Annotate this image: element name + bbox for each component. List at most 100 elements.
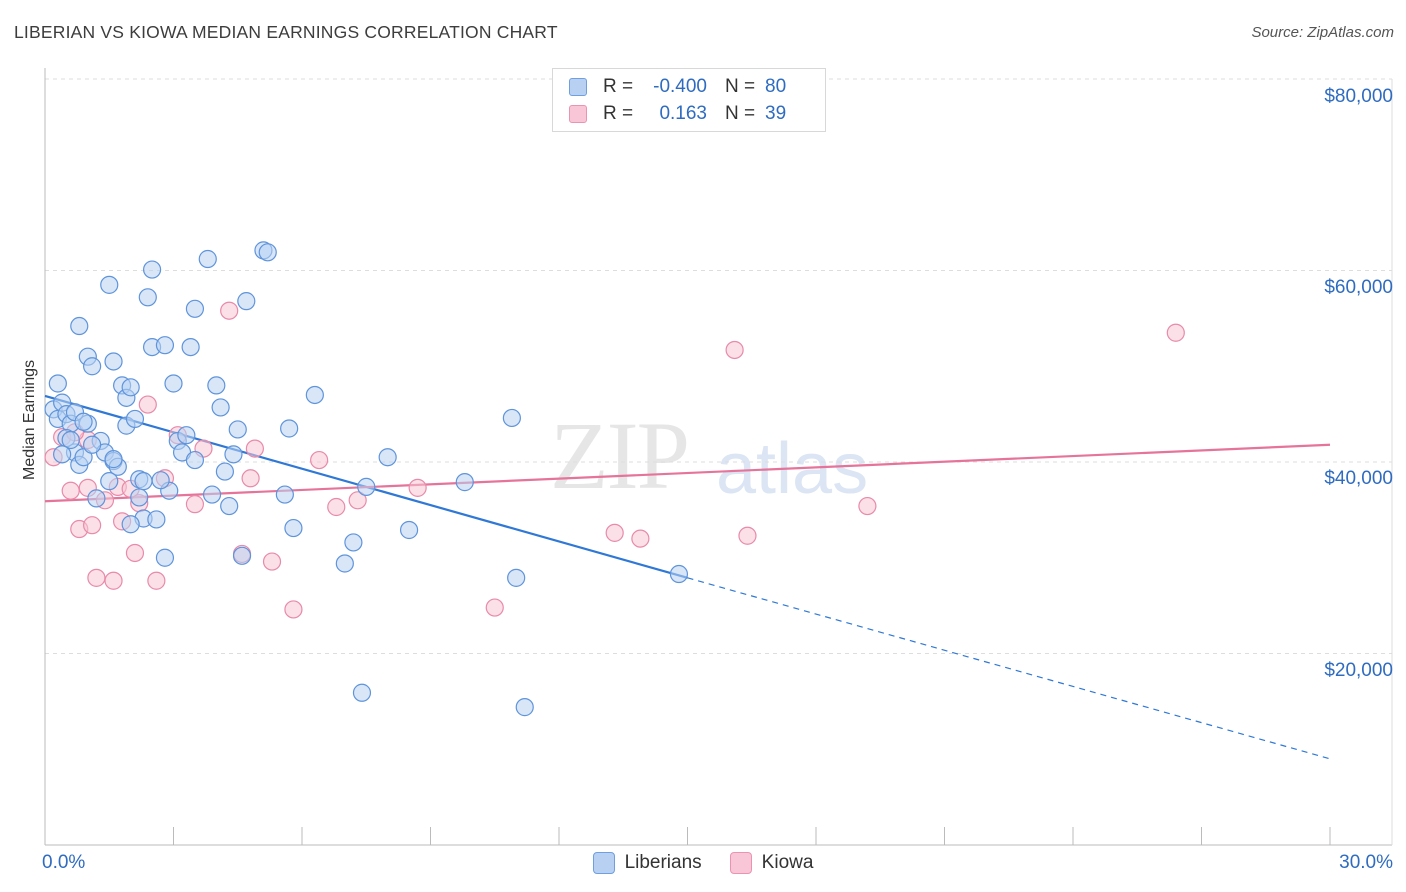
point-liberians — [121, 515, 140, 534]
legend-r-label: R = — [603, 103, 634, 124]
point-liberians — [399, 520, 419, 540]
point-liberians — [232, 546, 252, 565]
source-label: Source: ZipAtlas.com — [1251, 24, 1394, 41]
point-kiowa — [858, 496, 877, 516]
legend-item-liberians[interactable]: Liberians — [592, 852, 702, 874]
point-kiowa — [241, 469, 260, 488]
legend-n-value: 39 — [765, 103, 787, 124]
point-liberians — [177, 426, 196, 445]
point-liberians — [100, 472, 119, 491]
point-kiowa — [284, 600, 303, 619]
point-liberians — [202, 485, 222, 504]
point-kiowa — [185, 495, 205, 514]
trend-line-kiowa — [44, 443, 1331, 503]
point-liberians — [181, 338, 200, 357]
point-kiowa — [725, 340, 744, 360]
watermark-zip: ZIP — [550, 402, 690, 509]
trend-kiowa — [44, 443, 1331, 503]
legend-n-label: N = — [725, 76, 756, 97]
point-kiowa — [310, 450, 329, 470]
y-tick-60000: $60,000 — [1324, 277, 1393, 298]
point-liberians — [83, 435, 102, 454]
point-liberians — [185, 299, 205, 318]
point-kiowa — [61, 481, 80, 500]
point-kiowa — [485, 598, 504, 617]
point-liberians — [121, 378, 140, 397]
point-liberians — [215, 462, 234, 481]
point-liberians — [83, 357, 102, 376]
point-kiowa — [220, 301, 239, 320]
point-liberians — [74, 412, 93, 431]
point-kiowa — [408, 478, 427, 497]
point-liberians — [228, 420, 247, 439]
legend-n-value: 80 — [765, 76, 787, 97]
point-liberians — [378, 448, 397, 467]
point-kiowa — [245, 439, 264, 458]
point-liberians — [305, 385, 324, 405]
point-liberians — [344, 533, 363, 552]
point-liberians — [87, 489, 106, 508]
legend-swatch-liberians — [592, 852, 615, 874]
point-kiowa — [605, 523, 624, 542]
y-tick-80000: $80,000 — [1324, 86, 1393, 107]
point-liberians — [147, 510, 166, 529]
point-liberians — [61, 430, 80, 450]
axes — [44, 68, 1393, 846]
legend-swatch-blue — [569, 78, 587, 96]
point-kiowa — [348, 491, 367, 510]
legend-n-label: N = — [725, 103, 756, 124]
chart-title: LIBERIAN VS KIOWA MEDIAN EARNINGS CORREL… — [14, 22, 558, 42]
point-liberians — [207, 376, 226, 395]
point-liberians — [151, 471, 170, 490]
points-liberians — [44, 241, 689, 717]
y-tick-20000: $20,000 — [1324, 660, 1393, 681]
point-kiowa — [83, 516, 102, 535]
point-liberians — [507, 568, 526, 587]
point-liberians — [70, 316, 89, 336]
point-liberians — [53, 445, 72, 464]
legend-row-liberians: R = -0.400 N = 80 — [569, 75, 786, 99]
point-kiowa — [125, 543, 145, 563]
point-liberians — [138, 288, 157, 307]
point-liberians — [211, 398, 230, 417]
point-liberians — [258, 243, 277, 262]
stats-legend: R = -0.400 N = 80 R = 0.163 N = 39 — [552, 68, 826, 132]
point-kiowa — [738, 526, 757, 545]
point-kiowa — [147, 571, 166, 590]
gridlines — [45, 78, 1392, 654]
points-kiowa — [44, 301, 1185, 619]
point-kiowa — [138, 395, 157, 414]
trend-line-liberians-dashed — [687, 577, 1331, 760]
point-liberians — [220, 496, 239, 516]
legend-label-liberians: Liberians — [624, 852, 702, 873]
point-kiowa — [327, 497, 346, 517]
point-liberians — [125, 409, 145, 429]
point-liberians — [357, 477, 376, 496]
point-liberians — [48, 374, 67, 393]
point-liberians — [164, 374, 183, 393]
point-liberians — [74, 448, 93, 467]
legend-label-kiowa: Kiowa — [761, 852, 814, 873]
x-tick-min: 0.0% — [42, 852, 86, 873]
point-liberians — [455, 473, 474, 492]
legend-item-kiowa[interactable]: Kiowa — [729, 852, 814, 874]
point-liberians — [284, 518, 303, 538]
point-liberians — [185, 450, 205, 470]
point-liberians — [104, 352, 123, 371]
legend-row-kiowa: R = 0.163 N = 39 — [569, 102, 786, 126]
point-liberians — [100, 275, 119, 294]
point-liberians — [130, 488, 149, 507]
x-tick-max: 30.0% — [1339, 852, 1393, 873]
point-liberians — [335, 554, 354, 573]
legend-r-value: -0.400 — [653, 76, 707, 97]
point-liberians — [155, 336, 175, 355]
legend-r-label: R = — [603, 76, 634, 97]
point-liberians — [142, 260, 162, 279]
point-liberians — [224, 445, 243, 464]
point-liberians — [104, 450, 123, 469]
point-kiowa — [87, 568, 106, 587]
point-liberians — [352, 683, 372, 702]
point-liberians — [515, 698, 534, 717]
y-axis-label: Median Earnings — [21, 359, 38, 480]
